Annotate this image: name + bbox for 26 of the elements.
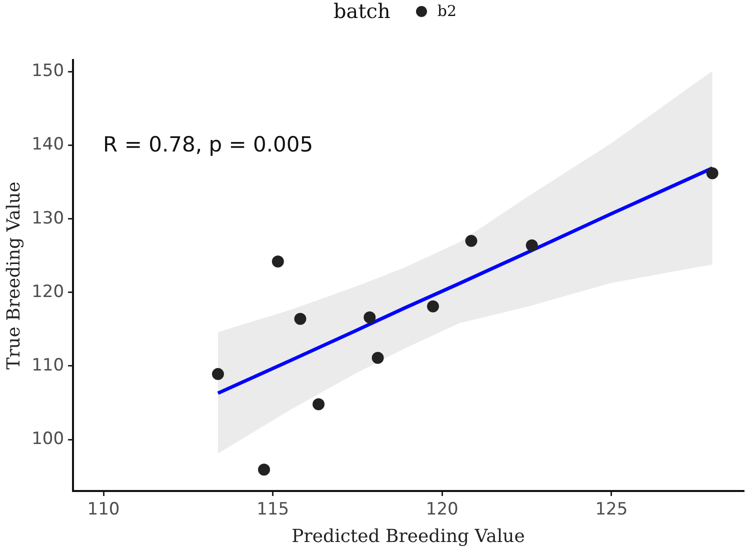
- point: [426, 300, 439, 312]
- x-tick-label: 120: [426, 500, 458, 520]
- y-tick-label: 110: [32, 355, 64, 376]
- y-tick-label: 140: [32, 134, 64, 155]
- y-tick-label: 100: [32, 428, 64, 449]
- y-tick-label: 120: [32, 282, 64, 302]
- point: [372, 352, 384, 364]
- point: [465, 234, 478, 247]
- x-tick-label: 110: [87, 500, 120, 520]
- point: [294, 312, 306, 325]
- legend-title: batch: [333, 0, 390, 23]
- annotation: R = 0.78, p = 0.005: [103, 132, 314, 156]
- x-tick-label: 115: [256, 500, 290, 520]
- y-tick-label: 130: [32, 208, 64, 228]
- point: [364, 311, 376, 324]
- point: [258, 464, 270, 476]
- point: [526, 239, 538, 252]
- point: [312, 398, 325, 410]
- x-tick-label: 125: [595, 500, 628, 520]
- point: [272, 256, 284, 268]
- point: [706, 167, 718, 180]
- x-axis-title: Predicted Breeding Value: [292, 526, 525, 547]
- y-tick-label: 150: [32, 61, 64, 82]
- legend-label: b2: [437, 2, 456, 20]
- point: [212, 368, 224, 380]
- y-axis-title: True Breeding Value: [3, 182, 24, 370]
